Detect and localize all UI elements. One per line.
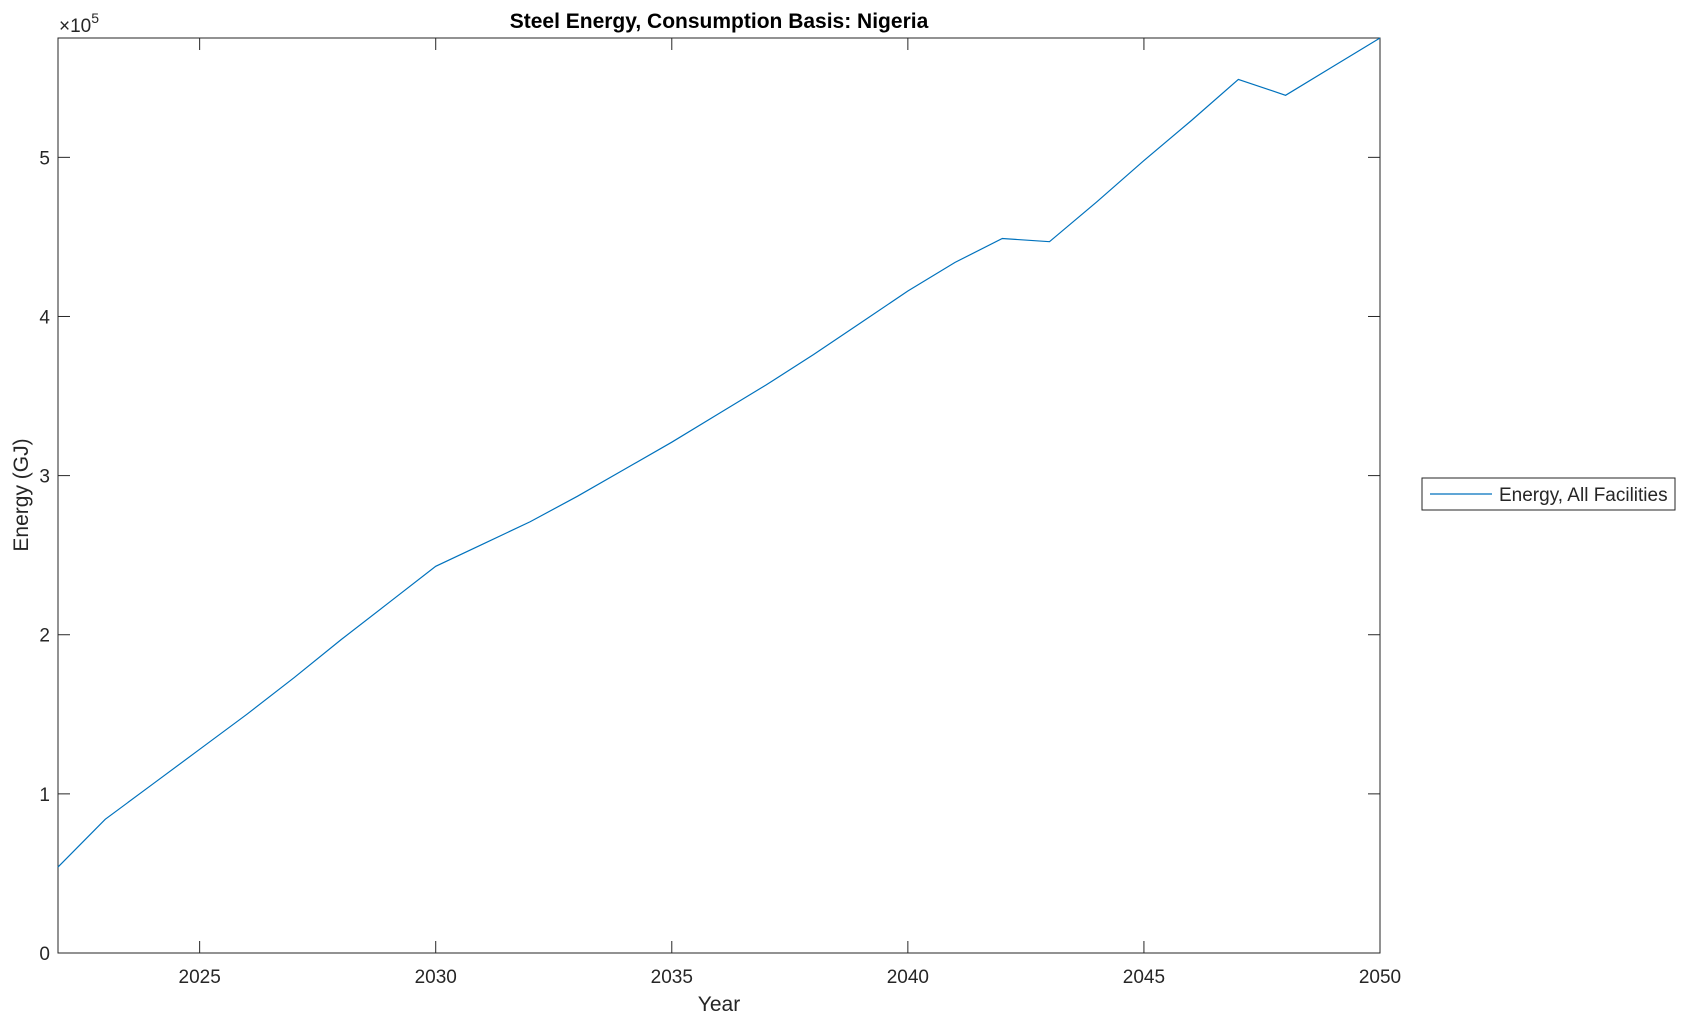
- legend[interactable]: Energy, All Facilities: [1421, 477, 1676, 511]
- legend-label: Energy, All Facilities: [1499, 485, 1668, 506]
- y-exponent: ×105: [59, 10, 99, 37]
- x-tick-label: 2030: [415, 967, 457, 988]
- y-tick-label: 4: [39, 307, 50, 328]
- x-tick-label: 2035: [651, 967, 693, 988]
- y-tick-label: 3: [39, 467, 50, 488]
- chart-title: Steel Energy, Consumption Basis: Nigeria: [510, 10, 929, 33]
- y-tick-label: 2: [39, 626, 50, 647]
- x-axis-label: Year: [698, 993, 740, 1016]
- y-axis-label: Energy (GJ): [10, 438, 33, 551]
- series-line-energy-all-facilities: [57, 37, 1381, 868]
- x-tick-label: 2025: [179, 967, 221, 988]
- x-tick-label: 2050: [1359, 967, 1401, 988]
- y-tick-label: 0: [39, 944, 50, 965]
- x-tick-label: 2040: [887, 967, 929, 988]
- y-tick-label: 1: [39, 785, 50, 806]
- x-tick-label: 2045: [1123, 967, 1165, 988]
- plot-area: [57, 37, 1381, 954]
- y-tick-label: 5: [39, 148, 50, 169]
